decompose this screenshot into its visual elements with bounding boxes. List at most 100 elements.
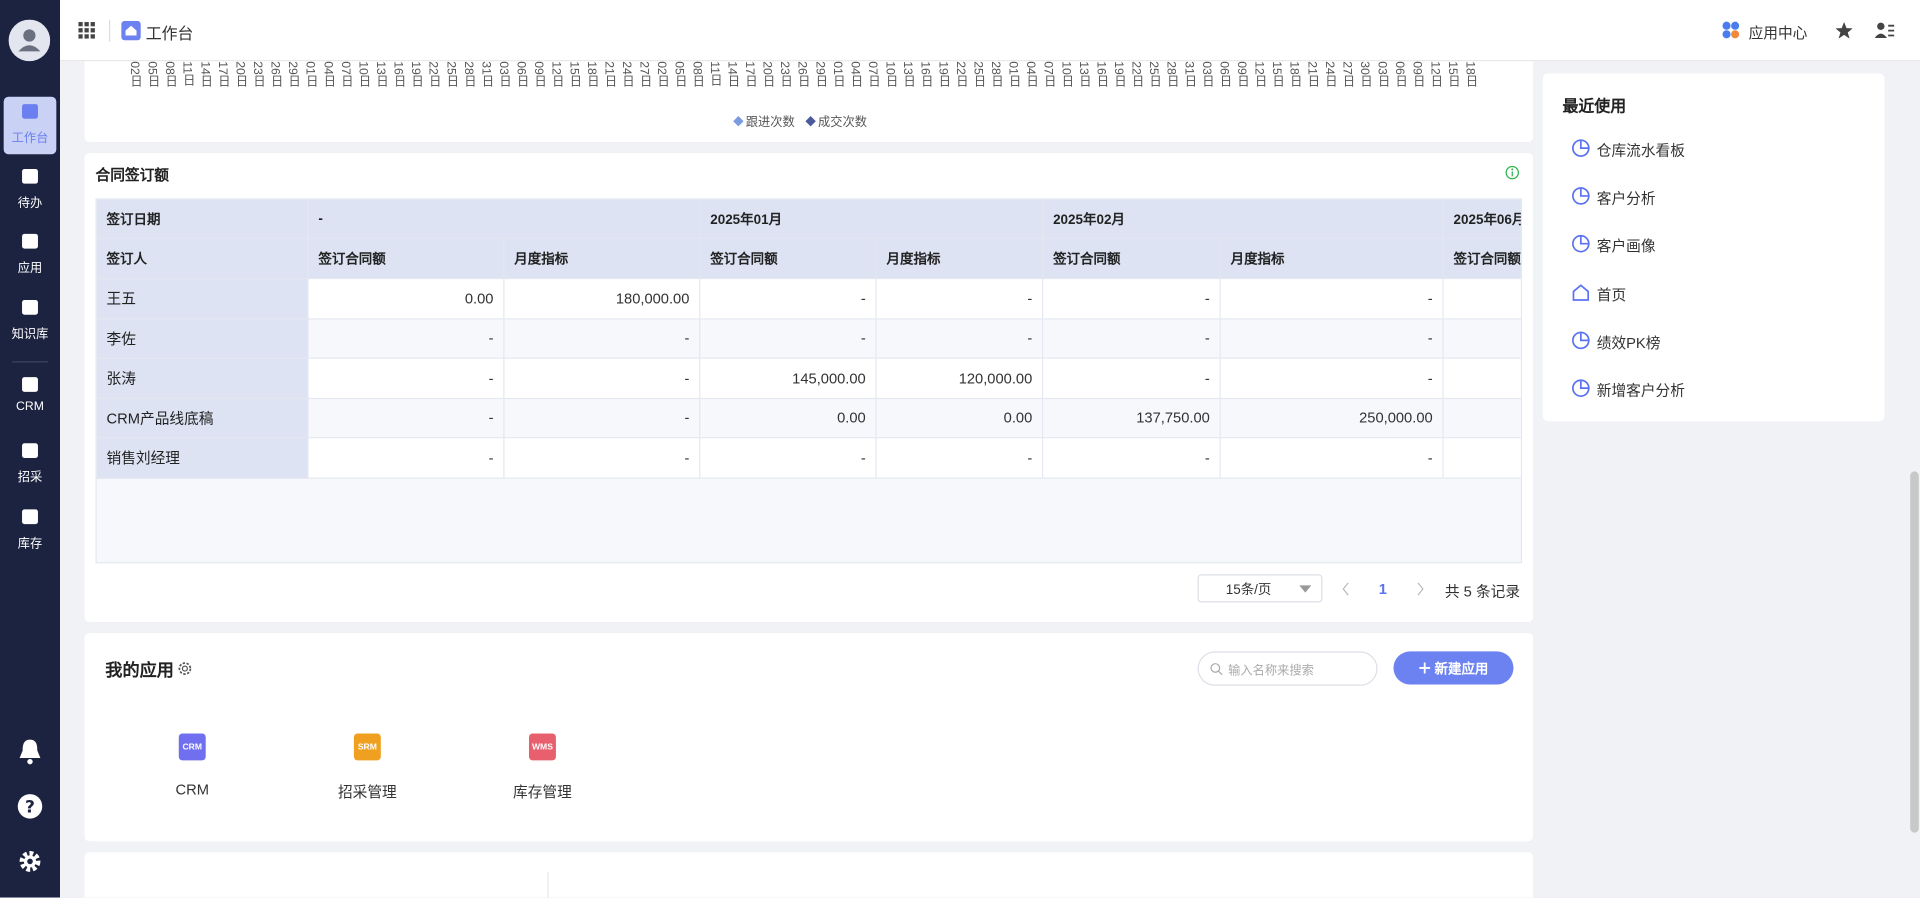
- app-center[interactable]: 应用中心: [1748, 24, 1808, 42]
- x-axis-label: 23日: [250, 61, 264, 88]
- page-size-select[interactable]: 15条/页: [1197, 574, 1323, 603]
- legend-item[interactable]: 成交次数: [805, 111, 867, 130]
- help-icon[interactable]: ?: [17, 793, 43, 819]
- x-axis-label: 21日: [1304, 61, 1319, 88]
- x-axis-label: 10日: [1058, 61, 1073, 88]
- recent-item[interactable]: 绩效PK榜: [1596, 334, 1661, 352]
- scrollbar-thumb[interactable]: [1910, 471, 1919, 833]
- table-cell: -: [700, 318, 877, 359]
- recent-item[interactable]: 客户分析: [1596, 190, 1656, 208]
- current-page[interactable]: 1: [1378, 580, 1387, 598]
- total-records: 共 5 条记录: [1444, 582, 1521, 601]
- x-axis-label: 01日: [303, 61, 317, 88]
- header-cell: 2025年02月: [1043, 199, 1444, 239]
- recent-item[interactable]: 新增客户分析: [1596, 382, 1685, 400]
- x-axis-label: 05日: [144, 61, 159, 88]
- app-label[interactable]: 库存管理: [513, 783, 572, 801]
- topbar-title: 工作台: [145, 24, 194, 43]
- x-axis-label: 24日: [1322, 61, 1336, 88]
- menu-label[interactable]: 工作台: [11, 132, 49, 146]
- settings-icon[interactable]: [18, 850, 41, 873]
- x-axis-label: 29日: [812, 61, 827, 88]
- settings-icon[interactable]: [176, 660, 193, 677]
- x-axis-label: 27日: [1339, 61, 1354, 88]
- new-app-button[interactable]: 新建应用: [1393, 651, 1514, 685]
- menu-icon: [22, 104, 38, 119]
- prev-page[interactable]: [1341, 582, 1351, 597]
- table-cell: 0.00: [876, 398, 1044, 439]
- x-axis-label: 03日: [496, 61, 510, 88]
- app-label[interactable]: 招采管理: [337, 783, 397, 801]
- app-badge[interactable]: SRM: [353, 733, 381, 761]
- plus-icon: [1418, 662, 1430, 674]
- x-axis-label: 22日: [1128, 61, 1143, 88]
- x-axis-label: 15日: [1445, 61, 1459, 88]
- table-cell: [1443, 438, 1521, 479]
- search-box[interactable]: 输入名称来搜索: [1197, 651, 1378, 686]
- app-badge[interactable]: CRM: [178, 733, 206, 761]
- x-axis-label: 13日: [373, 61, 387, 88]
- x-axis-label: 04日: [320, 61, 335, 88]
- table-cell: 0.0: [1443, 398, 1521, 439]
- legend-item[interactable]: 跟进次数: [733, 111, 795, 130]
- x-axis-label: 27日: [636, 61, 651, 88]
- table-cell: -: [504, 438, 701, 479]
- header-cell: 签订合同额: [308, 238, 505, 280]
- recent-title: 最近使用: [1562, 96, 1627, 116]
- x-axis-label: 24日: [619, 61, 633, 88]
- profile-settings-icon[interactable]: [1874, 21, 1895, 41]
- app-center-icon: [1722, 21, 1740, 39]
- x-axis-label: 05日: [672, 61, 686, 88]
- recent-item[interactable]: 客户画像: [1596, 238, 1656, 256]
- menu-label[interactable]: 应用: [17, 262, 43, 276]
- table-cell: 120,000.00: [876, 358, 1044, 399]
- app-label[interactable]: CRM: [175, 781, 209, 799]
- legend-label: 成交次数: [817, 116, 867, 130]
- menu-label[interactable]: 招采: [17, 471, 43, 485]
- x-axis-label: 15日: [566, 61, 581, 88]
- info-icon[interactable]: [1505, 165, 1520, 180]
- x-axis-label: 07日: [338, 61, 352, 88]
- x-axis-label: 12日: [1251, 61, 1266, 88]
- table-cell: -: [1220, 438, 1444, 479]
- x-axis-label: 21日: [601, 61, 616, 88]
- row-header: 李佐: [96, 318, 309, 359]
- x-axis-label: 22日: [426, 61, 440, 88]
- avatar[interactable]: [8, 19, 51, 62]
- x-axis-label: 11日: [707, 61, 721, 87]
- table-title: 合同签订额: [95, 166, 170, 184]
- x-axis-label: 19日: [408, 61, 422, 88]
- legend: 跟进次数 成交次数: [733, 111, 867, 130]
- app-badge[interactable]: WMS: [528, 733, 556, 761]
- x-axis-label: 03日: [1374, 61, 1389, 88]
- header-cell: 月度指标: [504, 238, 701, 280]
- x-axis-label: 11日: [180, 61, 194, 87]
- menu-icon: [22, 509, 38, 525]
- x-axis-label: 02日: [654, 61, 668, 88]
- sidebar: 工作台待办应用知识库 CRM 招采库存 ?: [0, 0, 61, 898]
- x-axis-label: 19日: [935, 61, 950, 88]
- recent-item[interactable]: 仓库流水看板: [1596, 142, 1685, 160]
- table-cell: -: [876, 438, 1044, 479]
- menu-label[interactable]: 库存: [17, 537, 43, 552]
- next-page[interactable]: [1416, 582, 1426, 597]
- menu-label[interactable]: 待办: [17, 197, 43, 211]
- menu-icon: [22, 443, 38, 458]
- menu-label[interactable]: 知识库: [11, 328, 49, 342]
- x-axis-label: 31日: [1181, 61, 1196, 88]
- grid-menu-icon[interactable]: [78, 22, 95, 39]
- recent-item[interactable]: 首页: [1596, 286, 1627, 304]
- legend-marker: [733, 115, 744, 126]
- bell-icon[interactable]: [18, 738, 41, 765]
- x-axis-label: 17日: [742, 61, 756, 88]
- x-axis-label: 04日: [1023, 61, 1037, 88]
- table-cell: -: [700, 438, 877, 479]
- table-cell: -: [308, 358, 505, 399]
- divider: [547, 871, 549, 898]
- menu-label[interactable]: CRM: [16, 400, 44, 414]
- x-axis-label: 13日: [900, 61, 914, 88]
- x-axis-label: 12日: [549, 61, 563, 88]
- star-icon[interactable]: [1834, 21, 1854, 41]
- header-cell: 签订合同额: [1443, 238, 1521, 280]
- table-cell: -: [1220, 318, 1444, 359]
